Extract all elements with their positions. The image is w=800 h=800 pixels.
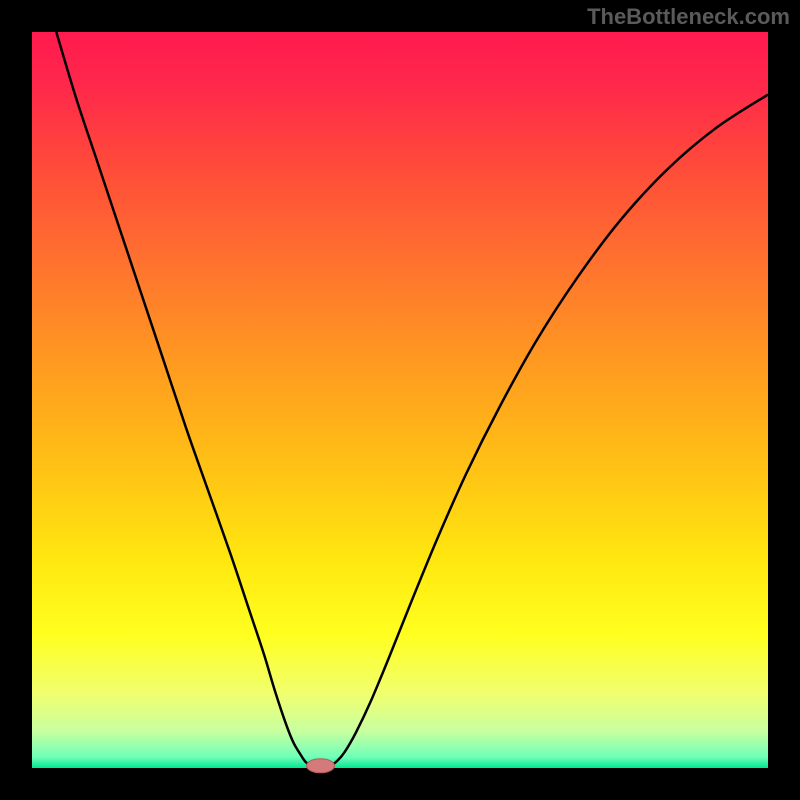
watermark-text: TheBottleneck.com [587,4,790,30]
plot-background [32,32,768,768]
minimum-marker [307,759,335,773]
chart-container: TheBottleneck.com [0,0,800,800]
bottleneck-chart [0,0,800,800]
